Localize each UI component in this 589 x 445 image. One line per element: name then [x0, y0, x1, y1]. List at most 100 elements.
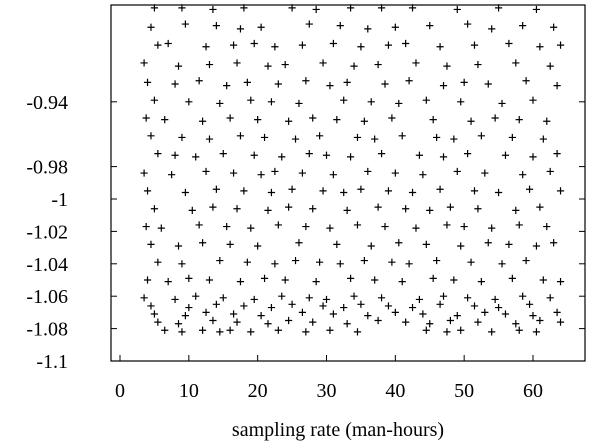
data-point: [353, 133, 362, 142]
data-point: [367, 98, 375, 106]
data-point: [168, 171, 176, 179]
data-point: [439, 82, 448, 90]
data-point: [436, 300, 444, 308]
data-point: [433, 133, 441, 142]
data-point: [274, 326, 282, 334]
data-point: [264, 206, 272, 214]
data-point: [147, 132, 155, 140]
data-point: [271, 167, 279, 176]
x-tick-label: 60: [523, 380, 543, 402]
data-point: [505, 39, 513, 48]
data-point: [464, 294, 472, 302]
data-point: [316, 258, 324, 266]
data-point: [267, 303, 276, 312]
data-point: [484, 80, 492, 88]
y-tick-label: -1: [51, 189, 68, 211]
data-point: [178, 4, 186, 12]
data-point: [322, 295, 331, 304]
data-point: [257, 312, 265, 320]
data-point: [453, 5, 461, 14]
x-tick-label: 40: [385, 380, 405, 402]
data-point: [467, 258, 475, 266]
data-point: [515, 116, 523, 124]
data-point: [529, 96, 537, 104]
data-point: [267, 188, 276, 197]
data-point: [205, 135, 214, 143]
y-tick-label: -1.08: [26, 319, 68, 341]
data-point: [426, 206, 434, 214]
data-point: [161, 116, 169, 124]
data-point: [419, 310, 427, 318]
data-point: [371, 135, 379, 143]
data-point: [164, 39, 172, 48]
data-point: [556, 41, 565, 49]
data-point: [260, 274, 269, 282]
data-point: [512, 320, 520, 328]
data-point: [374, 203, 382, 211]
data-point: [550, 239, 558, 247]
data-point: [192, 153, 200, 161]
data-point: [488, 224, 496, 232]
data-point: [240, 302, 248, 310]
data-point: [140, 294, 148, 302]
data-point: [150, 4, 159, 12]
data-point: [364, 25, 372, 33]
data-point: [350, 62, 358, 70]
y-tick-label: -1.04: [26, 254, 68, 276]
data-point: [484, 239, 492, 247]
y-tick-label: -0.98: [26, 157, 68, 179]
data-point: [264, 62, 272, 70]
data-point: [498, 260, 506, 268]
data-point: [343, 206, 351, 214]
data-point: [223, 82, 231, 90]
x-tick-label: 0: [115, 380, 125, 402]
data-point: [329, 171, 337, 179]
data-point: [298, 308, 307, 316]
data-point: [319, 187, 327, 195]
data-point: [398, 132, 406, 140]
data-point: [150, 205, 159, 213]
data-point: [271, 43, 279, 51]
data-point: [309, 318, 317, 326]
y-tick-label: -1.02: [26, 221, 68, 243]
data-point: [236, 25, 245, 33]
data-point: [515, 221, 523, 229]
data-point: [260, 133, 269, 142]
data-point: [405, 260, 413, 268]
data-point: [154, 150, 162, 158]
data-point: [377, 294, 386, 302]
data-point: [188, 206, 196, 214]
data-point: [412, 224, 420, 232]
data-point: [439, 292, 448, 300]
data-point: [467, 117, 475, 125]
data-point: [329, 39, 337, 48]
data-point: [346, 274, 355, 282]
data-point: [546, 294, 554, 302]
y-tick-label: -0.94: [26, 92, 68, 114]
data-point: [312, 278, 320, 286]
data-point: [522, 77, 530, 85]
data-point: [550, 23, 558, 31]
data-point: [536, 203, 544, 211]
data-point: [519, 22, 527, 30]
data-point: [147, 240, 155, 248]
data-point: [150, 96, 159, 104]
data-point: [453, 312, 461, 320]
data-point: [433, 256, 441, 265]
data-point: [384, 187, 393, 195]
data-point: [346, 4, 355, 12]
data-point: [285, 117, 293, 125]
plot-frame: [110, 4, 586, 362]
data-point: [326, 82, 334, 90]
data-point: [422, 240, 430, 248]
data-point: [532, 242, 541, 250]
axis-ticks: [111, 101, 585, 362]
data-point: [226, 326, 234, 334]
data-point: [250, 151, 258, 159]
data-point: [388, 258, 396, 266]
data-point: [536, 316, 544, 325]
data-point: [181, 20, 189, 28]
data-point: [546, 167, 554, 176]
data-point: [202, 167, 210, 176]
data-point: [364, 312, 372, 320]
